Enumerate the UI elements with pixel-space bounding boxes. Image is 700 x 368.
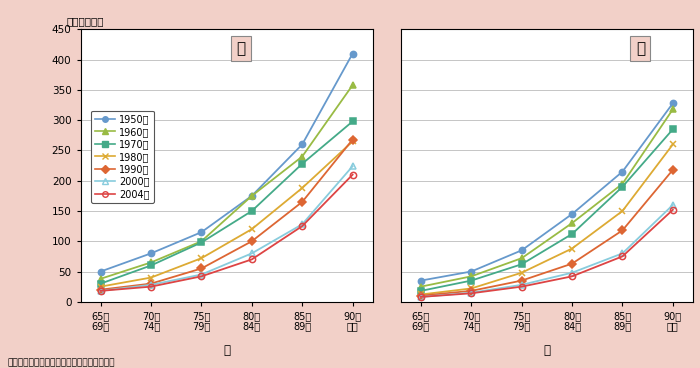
Text: 女: 女	[636, 41, 645, 56]
Text: 女: 女	[543, 344, 550, 357]
Text: （人口千対）: （人口千対）	[66, 16, 104, 26]
Legend: 1950年, 1960年, 1970年, 1980年, 1990年, 2000年, 2004年: 1950年, 1960年, 1970年, 1980年, 1990年, 2000年…	[91, 110, 154, 203]
Text: 男: 男	[237, 41, 246, 56]
Text: 男: 男	[223, 344, 230, 357]
Text: 資料：厚生労働省「人口動態統計」より作成: 資料：厚生労働省「人口動態統計」より作成	[7, 358, 115, 367]
